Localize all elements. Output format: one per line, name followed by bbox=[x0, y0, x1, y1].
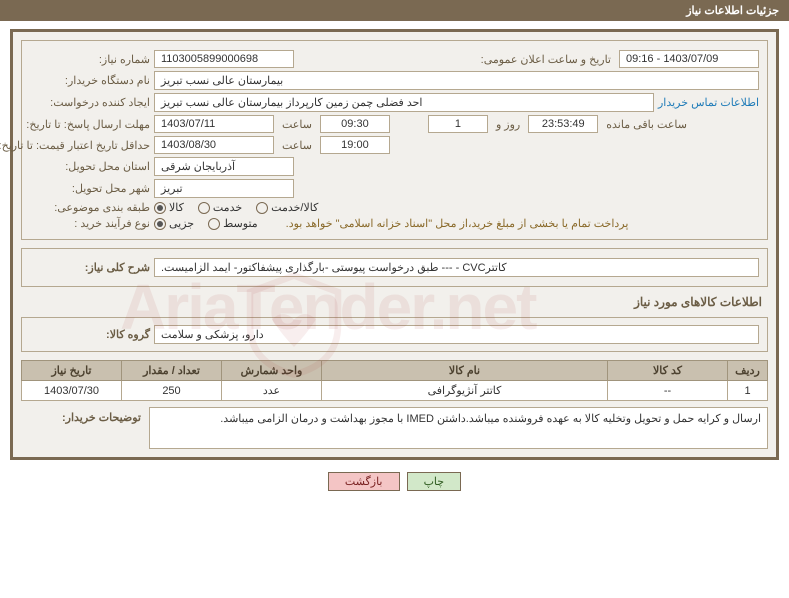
city-label: شهر محل تحویل: bbox=[30, 182, 150, 195]
general-desc-label: شرح کلی نیاز: bbox=[30, 261, 150, 274]
desc-panel: شرح کلی نیاز: کاتترCVC - --- طبق درخواست… bbox=[21, 248, 768, 287]
goods-table: ردیف کد کالا نام کالا واحد شمارش تعداد /… bbox=[21, 360, 768, 401]
buyer-notes-value: ارسال و کرایه حمل و تحویل وتخلیه کالا به… bbox=[149, 407, 768, 449]
announce-dt-label: تاریخ و ساعت اعلان عمومی: bbox=[477, 53, 615, 66]
city-value: تبریز bbox=[154, 179, 294, 198]
goods-group-panel: گروه کالا: دارو، پزشکی و سلامت bbox=[21, 317, 768, 352]
cell-qty: 250 bbox=[122, 381, 222, 401]
th-date: تاریخ نیاز bbox=[22, 361, 122, 381]
process-label: نوع فرآیند خرید : bbox=[30, 217, 150, 230]
day-and-label: روز و bbox=[492, 118, 524, 131]
goods-group-value: دارو، پزشکی و سلامت bbox=[154, 325, 759, 344]
buyer-org-value: بیمارستان عالی نسب تبریز bbox=[154, 71, 759, 90]
table-header-row: ردیف کد کالا نام کالا واحد شمارش تعداد /… bbox=[22, 361, 768, 381]
price-validity-label: حداقل تاریخ اعتبار قیمت: تا تاریخ: bbox=[30, 139, 150, 152]
buyer-notes-section: توضیحات خریدار: ارسال و کرایه حمل و تحوی… bbox=[21, 407, 768, 449]
requester-label: ایجاد کننده درخواست: bbox=[30, 96, 150, 109]
resp-hour-label: ساعت bbox=[278, 118, 316, 131]
main-frame: شماره نیاز: 1103005899000698 تاریخ و ساع… bbox=[10, 29, 779, 460]
goods-info-title: اطلاعات کالاهای مورد نیاز bbox=[13, 295, 762, 309]
back-button[interactable]: بازگشت bbox=[328, 472, 400, 491]
radio-medium[interactable]: متوسط bbox=[208, 217, 258, 230]
province-value: آذربایجان شرقی bbox=[154, 157, 294, 176]
resp-deadline-label: مهلت ارسال پاسخ: تا تاریخ: bbox=[30, 118, 150, 131]
resp-date-value: 1403/07/11 bbox=[154, 115, 274, 133]
buyer-org-label: نام دستگاه خریدار: bbox=[30, 74, 150, 87]
radio-khedmat[interactable]: خدمت bbox=[198, 201, 242, 214]
province-label: استان محل تحویل: bbox=[30, 160, 150, 173]
th-unit: واحد شمارش bbox=[222, 361, 322, 381]
resp-days-value: 1 bbox=[428, 115, 488, 133]
page-title: جزئیات اطلاعات نیاز bbox=[0, 0, 789, 21]
info-panel: شماره نیاز: 1103005899000698 تاریخ و ساع… bbox=[21, 40, 768, 240]
radio-dot-icon bbox=[154, 202, 166, 214]
need-no-label: شماره نیاز: bbox=[30, 53, 150, 66]
goods-group-label: گروه کالا: bbox=[30, 328, 150, 341]
remaining-label: ساعت باقی مانده bbox=[602, 118, 691, 131]
th-code: کد کالا bbox=[608, 361, 728, 381]
radio-dot-icon bbox=[256, 202, 268, 214]
table-row: 1 -- کاتتر آنژیوگرافی عدد 250 1403/07/30 bbox=[22, 381, 768, 401]
cell-unit: عدد bbox=[222, 381, 322, 401]
button-row: چاپ بازگشت bbox=[0, 466, 789, 501]
radio-kala[interactable]: کالا bbox=[154, 201, 184, 214]
radio-dot-icon bbox=[154, 218, 166, 230]
print-button[interactable]: چاپ bbox=[407, 472, 462, 491]
resp-time-value: 09:30 bbox=[320, 115, 390, 133]
cell-code: -- bbox=[608, 381, 728, 401]
cell-row: 1 bbox=[728, 381, 768, 401]
price-time-value: 19:00 bbox=[320, 136, 390, 154]
cell-name: کاتتر آنژیوگرافی bbox=[322, 381, 608, 401]
radio-dot-icon bbox=[208, 218, 220, 230]
price-date-value: 1403/08/30 bbox=[154, 136, 274, 154]
buyer-notes-label: توضیحات خریدار: bbox=[21, 407, 141, 449]
radio-kala-khedmat[interactable]: کالا/خدمت bbox=[256, 201, 318, 214]
radio-dot-icon bbox=[198, 202, 210, 214]
th-name: نام کالا bbox=[322, 361, 608, 381]
need-no-value: 1103005899000698 bbox=[154, 50, 294, 68]
announce-dt-value: 1403/07/09 - 09:16 bbox=[619, 50, 759, 68]
th-row: ردیف bbox=[728, 361, 768, 381]
subject-radio-group: کالا خدمت کالا/خدمت bbox=[154, 201, 318, 214]
cell-date: 1403/07/30 bbox=[22, 381, 122, 401]
th-qty: تعداد / مقدار bbox=[122, 361, 222, 381]
process-radio-group: جزیی متوسط bbox=[154, 217, 258, 230]
price-hour-label: ساعت bbox=[278, 139, 316, 152]
resp-countdown-value: 23:53:49 bbox=[528, 115, 598, 133]
buyer-contact-link[interactable]: اطلاعات تماس خریدار bbox=[658, 96, 759, 109]
requester-value: احد فضلی چمن زمین کارپرداز بیمارستان عال… bbox=[154, 93, 654, 112]
radio-partial[interactable]: جزیی bbox=[154, 217, 194, 230]
process-note: پرداخت تمام یا بخشی از مبلغ خرید،از محل … bbox=[286, 217, 629, 230]
subject-class-label: طبقه بندی موضوعی: bbox=[30, 201, 150, 214]
general-desc-value: کاتترCVC - --- طبق درخواست پیوستی -بارگذ… bbox=[154, 258, 759, 277]
